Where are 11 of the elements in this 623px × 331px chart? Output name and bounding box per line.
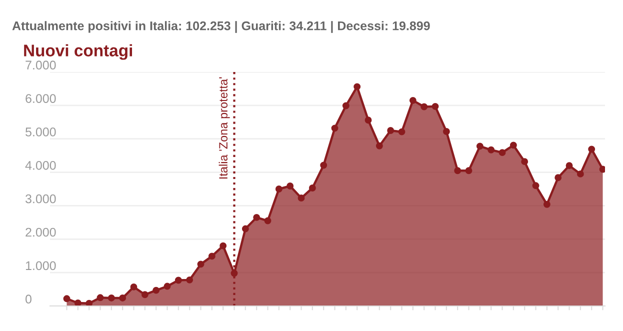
y-tick-label: 1.000 xyxy=(26,261,56,270)
y-tick-label: 3.000 xyxy=(26,194,56,204)
chart-subtitle: Attualmente positivi in Italia: 102.253 | Guariti: 34.211 | Decessi: 19.899 xyxy=(12,21,430,33)
y-tick-label: 5.000 xyxy=(26,128,56,136)
y-tick-label: 0 xyxy=(26,294,32,304)
y-tick-label: 6.000 xyxy=(26,94,56,103)
y-tick-label: 7.000 xyxy=(26,60,56,70)
annotation: Italia 'Zona protetta' xyxy=(218,77,230,179)
y-tick-label: 2.000 xyxy=(26,228,56,237)
chart-title: Nuovi contagi xyxy=(24,44,132,60)
y-tick-label: 4.000 xyxy=(25,160,56,170)
